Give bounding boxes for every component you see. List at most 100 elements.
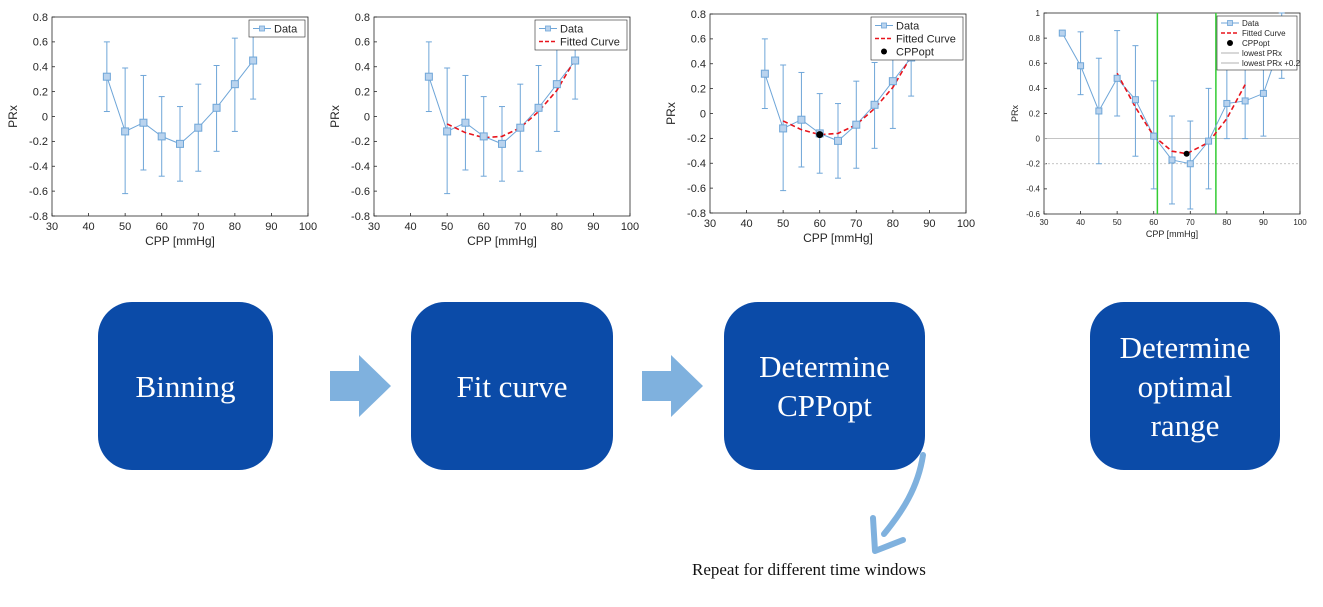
chart-2-data-point — [852, 120, 861, 129]
chart-3-x-tick-label: 30 — [1040, 218, 1049, 227]
chart-3-legend-swatch-marker — [1227, 20, 1233, 26]
chart-2-y-axis-label: PRx — [664, 102, 678, 125]
chart-3-x-tick-label: 50 — [1113, 218, 1122, 227]
chart-2-data-point — [834, 136, 842, 145]
chart-3-y-tick-label: 0.6 — [1029, 59, 1041, 68]
chart-3-data-point — [1168, 156, 1176, 164]
chart-3-x-tick-label: 80 — [1222, 218, 1231, 227]
chart-3-data-point — [1259, 89, 1267, 97]
chart-1-x-tick-label: 50 — [441, 221, 453, 233]
chart-0-x-tick-label: 50 — [119, 221, 131, 233]
chart-2-x-tick-label: 100 — [957, 218, 975, 230]
chart-3-legend-label: Fitted Curve — [1242, 29, 1286, 38]
chart-0-legend-swatch-marker — [259, 25, 265, 32]
chart-3-legend-swatch — [1227, 40, 1233, 46]
chart-1-data-point — [479, 132, 488, 141]
chart-3-data-point — [1150, 132, 1158, 140]
right-arrow-icon — [642, 355, 703, 417]
chart-1-x-axis-label: CPP [mmHg] — [467, 234, 537, 248]
chart-1-fitted-curve — [446, 58, 576, 139]
chart-0-legend-label: Data — [274, 23, 298, 35]
chart-1-data-point — [534, 103, 543, 112]
chart-3-data-point — [1113, 74, 1121, 82]
chart-0-y-tick-label: 0.8 — [33, 12, 48, 24]
chart-0-y-tick-label: -0.8 — [29, 211, 48, 223]
chart-1-data-point — [498, 139, 506, 148]
chart-2-data-point — [870, 100, 879, 109]
chart-optimal-range: 30 40 50 60 70 80 90 100 -0.6 -0.4 -0.2 0 0.2 0.4 0.6 0… — [1010, 9, 1307, 239]
step-determine-optimal-range: Determine optimal range — [1090, 302, 1280, 470]
chart-2-legend-label: CPPopt — [896, 46, 934, 58]
chart-3-data-point — [1077, 62, 1085, 70]
chart-1-y-tick-label: 0.2 — [355, 86, 370, 98]
chart-1-y-tick-label: 0.6 — [355, 37, 370, 49]
chart-1-data-point — [552, 80, 561, 89]
chart-3-y-tick-label: 1 — [1036, 9, 1041, 18]
chart-2-y-tick-label: -0.6 — [687, 183, 706, 195]
chart-2-x-tick-label: 80 — [887, 218, 899, 230]
step-determine-cppopt-label: Determine CPPopt — [759, 349, 890, 423]
chart-2-x-tick-label: 50 — [777, 218, 789, 230]
chart-1-y-tick-label: 0.4 — [355, 62, 370, 74]
chart-1-data-point — [443, 127, 452, 136]
step-binning: Binning — [98, 302, 273, 470]
chart-2-y-tick-label: 0.2 — [691, 83, 706, 95]
step-fit-curve: Fit curve — [411, 302, 613, 470]
chart-0-data-point — [102, 72, 111, 81]
chart-fit-curve: 30 40 50 60 70 80 90 100 -0.8 -0.6 -0.4 -0.2 0 0.2 0.4… — [328, 12, 639, 248]
chart-1-x-tick-label: 60 — [478, 221, 490, 233]
chart-1-data-point — [516, 123, 525, 132]
chart-2-cppopt-point — [816, 131, 824, 139]
chart-0-x-tick-label: 70 — [192, 221, 204, 233]
chart-3-y-tick-label: 0.8 — [1029, 34, 1041, 43]
chart-3-fitted-curve — [1116, 72, 1246, 155]
chart-0-y-tick-label: 0 — [42, 111, 48, 123]
chart-1-y-tick-label: -0.2 — [351, 136, 370, 148]
chart-3-y-tick-label: 0.4 — [1029, 84, 1041, 93]
chart-1-y-tick-label: -0.4 — [351, 161, 370, 173]
chart-0-y-tick-label: -0.6 — [29, 186, 48, 198]
chart-1-data-point — [571, 56, 580, 65]
chart-0-y-tick-label: -0.2 — [29, 136, 48, 148]
chart-3-y-tick-label: 0.2 — [1029, 109, 1041, 118]
chart-0-y-tick-label: 0.6 — [33, 37, 48, 49]
chart-3-y-axis-label: PRx — [1010, 105, 1020, 123]
chart-0-x-tick-label: 80 — [229, 221, 241, 233]
chart-2-data-point — [779, 124, 788, 133]
chart-3-x-tick-label: 40 — [1076, 218, 1085, 227]
repeat-note: Repeat for different time windows — [692, 560, 926, 579]
chart-3-legend-label: CPPopt — [1242, 39, 1270, 48]
chart-0-y-tick-label: 0.2 — [33, 86, 48, 98]
chart-2-data-point — [797, 115, 806, 124]
chart-2-legend-label: Data — [896, 20, 920, 32]
chart-3-data-point — [1095, 107, 1103, 115]
chart-2-fitted-curve — [782, 55, 912, 136]
chart-2-x-tick-label: 40 — [740, 218, 752, 230]
chart-2-y-tick-label: -0.2 — [687, 133, 706, 145]
chart-2-x-axis-label: CPP [mmHg] — [803, 231, 873, 245]
chart-3-data-point — [1223, 99, 1231, 107]
curved-arrow-head-icon — [870, 515, 906, 554]
chart-3-data-point — [1241, 97, 1249, 105]
chart-2-x-tick-label: 70 — [850, 218, 862, 230]
chart-3-y-tick-label: -0.4 — [1026, 185, 1040, 194]
chart-2-y-tick-label: 0.4 — [691, 59, 706, 71]
chart-2-x-tick-label: 90 — [923, 218, 935, 230]
chart-1-y-tick-label: 0 — [364, 111, 370, 123]
chart-0-data-point — [121, 127, 130, 136]
step-determine-cppopt: Determine CPPopt — [724, 302, 925, 470]
chart-3-legend-label: lowest PRx +0.2 — [1242, 59, 1301, 68]
chart-1-x-tick-label: 100 — [621, 221, 639, 233]
chart-0-x-tick-label: 60 — [156, 221, 168, 233]
chart-2-data-point — [888, 77, 897, 86]
chart-0-x-tick-label: 90 — [265, 221, 277, 233]
chart-3-y-tick-label: -0.6 — [1026, 210, 1040, 219]
chart-0-legend — [248, 19, 306, 38]
chart-1-y-axis-label: PRx — [328, 105, 342, 128]
chart-1-legend-swatch-marker — [545, 25, 551, 32]
chart-2-y-tick-label: 0 — [700, 108, 706, 120]
chart-0-data-point — [139, 118, 148, 127]
chart-3-data-point — [1131, 96, 1139, 104]
chart-2-legend-swatch — [881, 48, 887, 55]
chart-cppopt: 30 40 50 60 70 80 90 100 -0.8 -0.6 -0.4 -0.2 0 0.2 0.4… — [664, 9, 975, 245]
